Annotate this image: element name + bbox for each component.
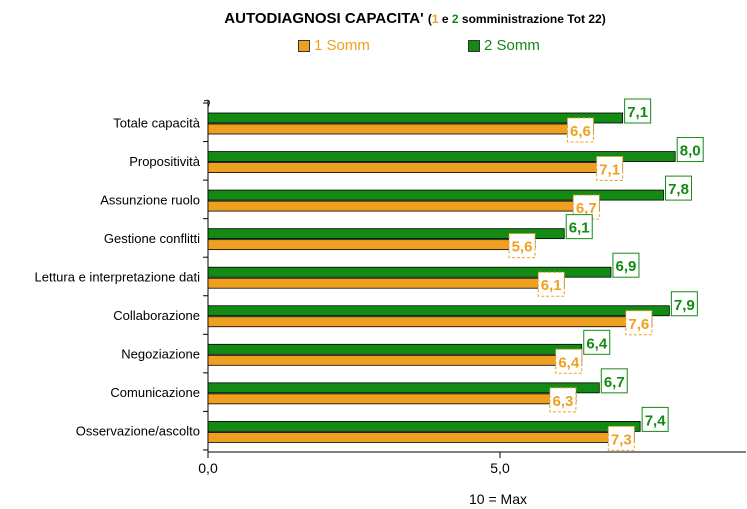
bar-series-2 xyxy=(207,151,676,162)
bar-series-2 xyxy=(207,420,641,432)
category-label: Assunzione ruolo xyxy=(100,192,200,207)
category-label: Negoziazione xyxy=(121,347,200,362)
data-label-series-2: 7,1 xyxy=(627,104,648,121)
data-label-box-series-2 xyxy=(670,291,698,317)
title-main: AUTODIAGNOSI CAPACITA' xyxy=(224,10,424,27)
category-label: Totale capacità xyxy=(113,115,200,130)
data-label-box-series-1 xyxy=(596,156,624,182)
bar-series-2 xyxy=(207,112,624,124)
x-tick-label: 0,0 xyxy=(198,460,218,476)
title-number-2: 2 xyxy=(451,12,459,26)
data-label-box-series-2 xyxy=(612,252,640,278)
data-label-box-series-2 xyxy=(600,368,628,394)
data-label-series-1: 6,7 xyxy=(576,200,597,217)
data-label-series-1: 6,6 xyxy=(570,123,591,140)
legend-swatch-series-2 xyxy=(468,40,480,53)
legend-swatch-series-1 xyxy=(298,40,310,53)
bar-series-2 xyxy=(207,305,670,317)
bar-series-2 xyxy=(207,228,565,240)
bar-series-1 xyxy=(207,393,577,405)
data-label-series-2: 7,4 xyxy=(645,412,667,429)
legend-item-series-2: 2 Somm xyxy=(468,37,540,54)
data-label-series-2: 7,9 xyxy=(674,297,695,314)
category-label: Gestione conflitti xyxy=(104,231,200,246)
title-mid: e xyxy=(438,12,452,26)
y-axis-break xyxy=(203,99,210,108)
data-label-box-series-1 xyxy=(566,117,594,143)
data-label-series-1: 5,6 xyxy=(512,239,533,256)
data-label-box-series-2 xyxy=(565,214,593,240)
chart-title: AUTODIAGNOSI CAPACITA' (1 e 2 somministr… xyxy=(0,10,747,27)
data-label-box-series-2 xyxy=(624,98,652,124)
category-label: Propositività xyxy=(129,154,201,169)
bar-series-2 xyxy=(207,343,583,355)
bar-series-2 xyxy=(207,189,664,201)
data-label-series-2: 6,7 xyxy=(604,374,625,391)
data-label-box-series-1 xyxy=(537,271,565,297)
bar-series-1 xyxy=(207,431,635,443)
bar-series-1 xyxy=(207,123,594,135)
data-label-box-series-2 xyxy=(641,406,669,432)
category-label: Collaborazione xyxy=(113,308,200,323)
data-label-series-1: 7,1 xyxy=(599,162,620,179)
plot-area: 0,0 5,0 Totale capacità 6,6 7,1 Propositività… xyxy=(35,98,746,476)
data-label-series-1: 6,4 xyxy=(558,354,580,371)
title-number-1: 1 xyxy=(431,12,439,26)
data-label-box-series-1 xyxy=(508,233,536,259)
data-label-series-2: 8,0 xyxy=(680,143,701,160)
data-label-box-series-1 xyxy=(555,348,583,374)
category-label: Lettura e interpretazione dati xyxy=(35,269,201,284)
data-label-box-series-2 xyxy=(665,175,693,201)
data-label-series-2: 6,9 xyxy=(616,258,637,275)
category-label: Osservazione/ascolto xyxy=(76,424,200,439)
bar-series-1 xyxy=(207,354,583,366)
data-label-box-series-1 xyxy=(549,387,577,413)
title-rest: somministrazione Tot 22) xyxy=(458,12,606,26)
x-axis-label: 10 = Max xyxy=(469,491,527,507)
legend-item-series-1: 1 Somm xyxy=(298,37,370,54)
legend-label-series-2: 2 Somm xyxy=(484,37,540,54)
bar-series-1 xyxy=(207,239,536,251)
x-tick-label: 5,0 xyxy=(490,460,510,476)
data-label-series-1: 7,6 xyxy=(628,316,649,333)
data-label-series-2: 7,8 xyxy=(668,181,689,198)
data-label-series-1: 6,3 xyxy=(552,393,573,410)
data-label-box-series-1 xyxy=(625,310,653,336)
data-label-series-2: 6,1 xyxy=(569,220,590,237)
bar-series-1 xyxy=(207,200,600,212)
title-sub: (1 e 2 somministrazione Tot 22) xyxy=(428,12,606,26)
bar-series-2 xyxy=(207,266,612,278)
legend-label-series-1: 1 Somm xyxy=(314,37,370,54)
data-label-series-2: 6,4 xyxy=(586,335,608,352)
category-label: Comunicazione xyxy=(110,385,200,400)
bar-series-1 xyxy=(207,277,565,289)
data-label-box-series-2 xyxy=(676,137,704,163)
data-label-box-series-1 xyxy=(607,425,635,451)
bar-series-1 xyxy=(207,316,653,328)
data-label-series-1: 6,1 xyxy=(541,277,562,294)
title-open: ( xyxy=(427,12,432,26)
data-label-box-series-2 xyxy=(583,329,611,355)
bar-series-2 xyxy=(207,382,600,394)
bar-series-1 xyxy=(207,162,624,173)
data-label-series-1: 7,3 xyxy=(611,431,632,448)
